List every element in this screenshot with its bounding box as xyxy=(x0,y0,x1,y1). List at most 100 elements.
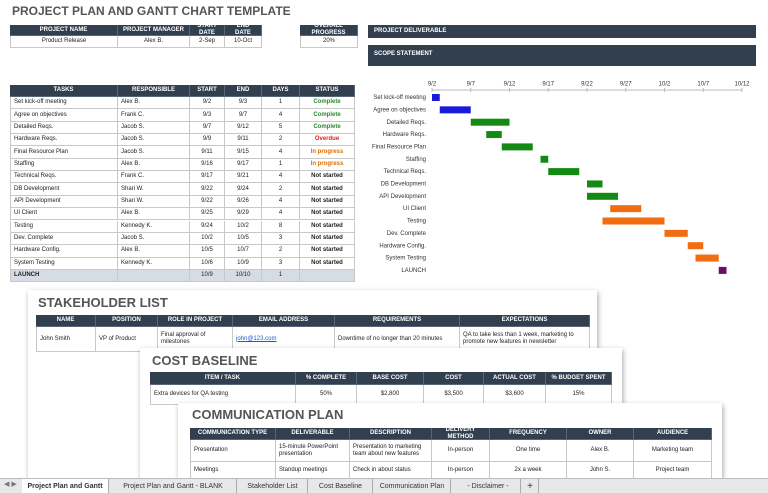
page-title: PROJECT PLAN AND GANTT CHART TEMPLATE xyxy=(12,4,291,18)
header-cell: RESPONSIBLE xyxy=(118,85,190,97)
add-sheet-button[interactable]: + xyxy=(522,479,539,493)
sheet-title: STAKEHOLDER LIST xyxy=(38,295,168,310)
header-cell: END DATE xyxy=(225,25,262,36)
table-cell: Testing xyxy=(10,220,118,233)
communication-sheet: COMMUNICATION PLAN COMMUNICATION TYPE DEL… xyxy=(178,403,722,478)
table-cell: 2-Sep xyxy=(190,36,225,48)
table-cell: 15% xyxy=(546,385,612,405)
table-cell: 2x a week xyxy=(490,462,567,478)
header-cell: COST xyxy=(424,372,484,385)
header-cell: END xyxy=(225,85,262,97)
gantt-bar xyxy=(540,155,549,163)
gantt-label: Hardware Config. xyxy=(379,243,426,249)
sheet-tab[interactable]: Stakeholder List xyxy=(238,479,308,493)
header-cell: DELIVERY METHOD xyxy=(432,428,490,440)
table-cell: Alex B. xyxy=(118,245,190,258)
gantt-label: Final Resource Plan xyxy=(372,144,426,150)
table-cell: Complete xyxy=(300,121,355,135)
table-cell: 9/22 xyxy=(190,183,225,196)
sheet-tab[interactable]: Project Plan and Gantt xyxy=(22,479,109,493)
tick-label: 10/2 xyxy=(659,82,671,88)
header-cell: BASE COST xyxy=(357,372,424,385)
gantt-label: UI Client xyxy=(403,206,426,212)
gantt-chart: 9/2 9/7 9/12 9/17 9/22 9/27 10/2 10/7 10/12 Set k… xyxy=(372,82,750,274)
table-cell: Standup meetings xyxy=(276,462,350,478)
table-cell: 9/24 xyxy=(225,183,262,196)
header-cell: DESCRIPTION xyxy=(350,428,432,440)
tick-label: 10/7 xyxy=(697,82,709,88)
gantt-label: Staffing xyxy=(406,157,426,163)
table-cell: In-person xyxy=(432,462,490,478)
table-cell: Not started xyxy=(300,171,355,184)
gantt-label: API Development xyxy=(379,194,426,200)
table-cell: Not started xyxy=(300,183,355,196)
table-cell: Not started xyxy=(300,208,355,221)
table-cell: $3,600 xyxy=(484,385,546,405)
table-cell: $2,800 xyxy=(357,385,424,405)
table-cell: Jacob S. xyxy=(118,134,190,147)
table-cell: Not started xyxy=(300,232,355,246)
gantt-label: Testing xyxy=(407,219,426,225)
tick-label: 9/2 xyxy=(428,82,437,88)
table-cell: 2 xyxy=(262,183,300,196)
table-cell: 9/25 xyxy=(190,208,225,221)
header-cell: POSITION xyxy=(96,315,158,327)
table-cell: Extra devices for QA testing xyxy=(150,385,296,405)
tick-label: 9/12 xyxy=(504,82,516,88)
table-cell: Hardware Reqs. xyxy=(10,134,118,147)
table-cell: 10-Oct xyxy=(225,36,262,48)
header-cell: DELIVERABLE xyxy=(276,428,350,440)
gantt-bar xyxy=(587,180,603,188)
gantt-label: LAUNCH xyxy=(401,268,426,274)
sheet-tab[interactable]: Communication Plan xyxy=(374,479,451,493)
sheet-tab[interactable]: Cost Baseline xyxy=(309,479,373,493)
sheet-tab[interactable]: Project Plan and Gantt - BLANK xyxy=(110,479,237,493)
table-cell: 9/2 xyxy=(190,97,225,110)
table-cell: 1 xyxy=(262,269,300,283)
gantt-label: Technical Reqs. xyxy=(384,169,427,175)
header-cell: ACTUAL COST xyxy=(484,372,546,385)
table-cell: 4 xyxy=(262,109,300,122)
table-cell: John S. xyxy=(567,462,634,478)
table-cell: Marketing team xyxy=(634,440,712,462)
header-cell: % BUDGET SPENT xyxy=(546,372,612,385)
table-cell: Hardware Config. xyxy=(10,245,118,258)
gantt-label: Hardware Reqs. xyxy=(383,132,427,138)
scroll-arrows[interactable]: ◀ ▶ xyxy=(4,481,17,488)
gantt-bar xyxy=(695,254,719,262)
table-cell: Staffing xyxy=(10,158,118,172)
gantt-bar xyxy=(548,168,580,176)
gantt-bar xyxy=(610,205,642,213)
table-cell: In progress xyxy=(300,146,355,159)
table-cell: Kennedy K. xyxy=(118,257,190,270)
table-cell: 9/15 xyxy=(225,146,262,159)
header-cell: TASKS xyxy=(10,85,118,97)
header-cell: FREQUENCY xyxy=(490,428,567,440)
table-cell: 1 xyxy=(262,97,300,110)
table-cell: 5 xyxy=(262,121,300,135)
table-cell: 8 xyxy=(262,220,300,233)
table-cell: 10/2 xyxy=(190,232,225,246)
gantt-bar xyxy=(587,192,618,200)
table-cell: Product Release xyxy=(10,36,118,48)
table-cell: 9/7 xyxy=(225,109,262,122)
table-cell: 1 xyxy=(262,158,300,172)
table-cell: System Testing xyxy=(10,257,118,270)
table-cell: Shari W. xyxy=(118,195,190,209)
sheet-tab[interactable]: - Disclaimer - xyxy=(456,479,521,493)
table-cell: 9/22 xyxy=(190,195,225,209)
gantt-label: Set kick-off meeting xyxy=(373,95,426,101)
header-cell: % COMPLETE xyxy=(296,372,357,385)
table-cell: Frank C. xyxy=(118,171,190,184)
table-cell: Check in about status xyxy=(350,462,432,478)
header-cell: NAME xyxy=(36,315,96,327)
gantt-bar xyxy=(501,143,533,151)
table-cell: 9/24 xyxy=(190,220,225,233)
header-cell: START DATE xyxy=(190,25,225,36)
table-cell: Shari W. xyxy=(118,183,190,196)
table-cell: 9/11 xyxy=(225,134,262,147)
table-cell xyxy=(118,269,190,283)
header-cell: STATUS xyxy=(300,85,355,97)
table-cell: 9/11 xyxy=(190,146,225,159)
